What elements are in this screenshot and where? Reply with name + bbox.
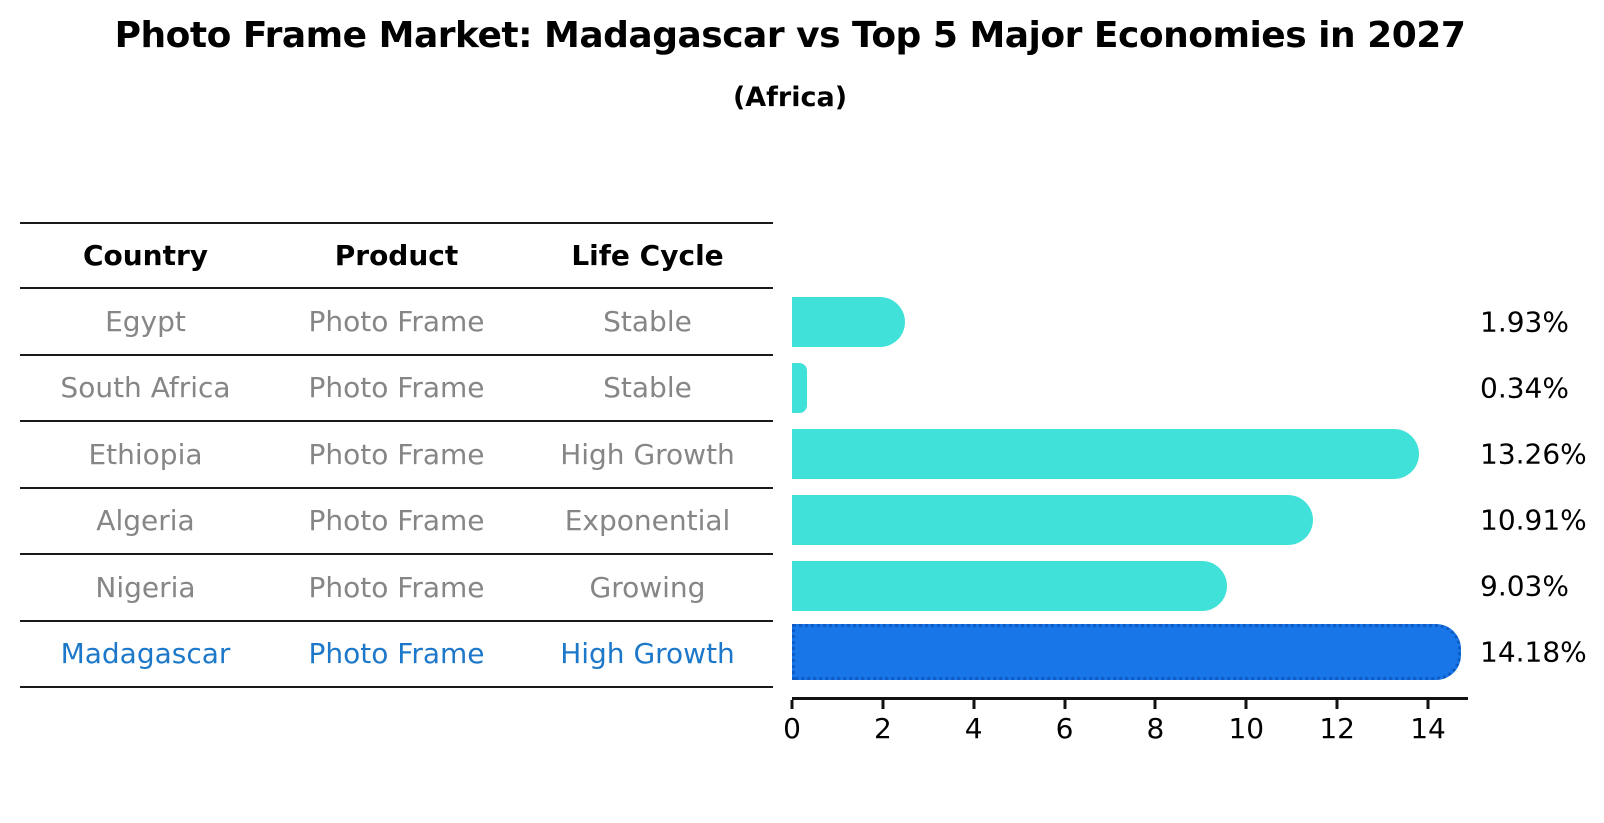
table-cell-product: Photo Frame [308,504,485,538]
bar-ethiopia [792,429,1420,479]
chart-subtitle: (Africa) [732,82,848,113]
x-tick-label: 8 [1146,712,1165,745]
bar-value-label: 13.26% [1480,437,1587,471]
x-tick-mark [790,700,794,709]
table-cell-product: Photo Frame [308,371,485,405]
table-header-country: Country [82,239,209,272]
bar-south-africa [792,363,808,413]
x-tick-label: 10 [1228,712,1265,745]
x-tick-mark [972,700,976,709]
table-header-life-cycle: Life Cycle [571,239,724,272]
table-header-row: Country Product Life Cycle [20,224,773,289]
table-cell-product: Photo Frame [308,637,485,671]
chart-title: Photo Frame Market: Madagascar vs Top 5 … [114,15,1466,56]
x-tick-mark [1335,700,1339,709]
table-cell-country: Ethiopia [88,437,203,471]
table-row-highlight-madagascar: Madagascar Photo Frame High Growth [20,622,773,688]
table-row: South Africa Photo Frame Stable [20,356,773,422]
x-tick-mark [881,700,885,709]
table-cell-country: Nigeria [95,570,196,604]
x-axis: 0 2 4 6 8 10 12 14 [783,700,1468,750]
table-cell-country: Egypt [105,304,186,338]
table-header-product: Product [334,239,459,272]
bar-plot: 1.93% 0.34% 13.26% 10.91% 9.03% 14.18% [792,289,1587,700]
table-cell-life-cycle: High Growth [560,437,735,471]
x-tick-label: 12 [1319,712,1355,745]
table-cell-product: Photo Frame [308,304,485,338]
table-cell-life-cycle: Growing [589,570,706,604]
country-table: Country Product Life Cycle Egypt Photo F… [20,222,773,688]
x-tick-mark [1426,700,1430,709]
table-cell-country: Algeria [96,504,195,538]
x-tick-mark [1063,700,1067,709]
table-cell-country: South Africa [60,371,231,405]
bar-row: 1.93% [792,289,1569,355]
table-row: Nigeria Photo Frame Growing [20,555,773,622]
table-row: Ethiopia Photo Frame High Growth [20,422,773,489]
x-tick-mark [1244,700,1248,709]
bar-row: 13.26% [792,421,1587,487]
bar-algeria [792,495,1313,545]
x-tick-mark [1153,700,1157,709]
bar-row: 14.18% [792,619,1587,685]
x-tick-label: 6 [1055,712,1074,745]
x-tick-label: 2 [873,712,892,745]
bar-value-label: 0.34% [1480,371,1569,405]
bar-row: 10.91% [792,487,1587,553]
table-cell-product: Photo Frame [308,570,485,604]
bar-value-label: 10.91% [1480,503,1587,537]
bar-value-label: 14.18% [1480,635,1587,669]
bar-highlight-madagascar [792,624,1462,680]
x-tick-label: 4 [964,712,983,745]
bar-egypt [792,297,905,347]
table-row: Egypt Photo Frame Stable [20,289,773,356]
table-cell-life-cycle: High Growth [560,637,735,671]
header: Photo Frame Market: Madagascar vs Top 5 … [0,0,1580,113]
bar-row: 9.03% [792,553,1569,619]
table-cell-product: Photo Frame [308,437,485,471]
table-row: Algeria Photo Frame Exponential [20,489,773,555]
table-cell-life-cycle: Exponential [564,504,731,538]
table-cell-life-cycle: Stable [603,371,692,405]
bar-nigeria [792,561,1228,611]
table-cell-life-cycle: Stable [603,304,692,338]
x-tick-label: 0 [783,712,801,745]
bar-value-label: 1.93% [1480,305,1569,339]
bar-row: 0.34% [792,355,1569,421]
x-tick-label: 14 [1410,712,1446,745]
table-cell-country: Madagascar [60,637,231,671]
bar-value-label: 9.03% [1480,569,1569,603]
